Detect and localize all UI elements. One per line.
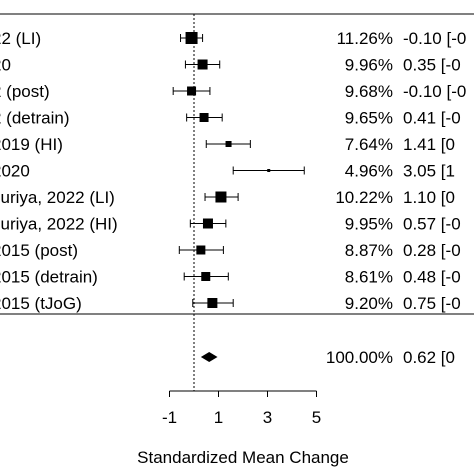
study-row: 2015 (detrain) 8.61% 0.48 [-0 xyxy=(0,268,461,287)
x-tick-label: 3 xyxy=(263,408,272,427)
study-label: 20 xyxy=(0,56,11,75)
estimate-box xyxy=(207,298,218,308)
study-label: 2015 (detrain) xyxy=(0,268,98,287)
summary-weight: 100.00% xyxy=(326,348,393,367)
study-label: 2 (post) xyxy=(0,82,50,101)
study-estimate-ci: -0.10 [-0 xyxy=(403,82,466,101)
study-label: suriya, 2022 (LI) xyxy=(0,188,115,207)
estimate-box xyxy=(267,169,271,172)
study-row: 2019 (HI) 7.64% 1.41 [0 xyxy=(0,135,455,154)
study-weight: 7.64% xyxy=(345,135,393,154)
study-row: 22 (LI) 11.26% -0.10 [-0 xyxy=(0,29,466,48)
study-label: 22 (LI) xyxy=(0,29,41,48)
study-weight: 4.96% xyxy=(345,162,393,181)
study-estimate-ci: 0.57 [-0 xyxy=(403,215,461,234)
study-estimate-ci: 1.41 [0 xyxy=(403,135,455,154)
study-estimate-ci: 0.28 [-0 xyxy=(403,241,461,260)
study-row: 2 (detrain) 9.65% 0.41 [-0 xyxy=(0,109,461,128)
study-weight: 9.20% xyxy=(345,294,393,313)
study-weight: 9.65% xyxy=(345,109,393,128)
summary-diamond xyxy=(200,352,218,362)
study-label: 2015 (post) xyxy=(0,241,78,260)
x-tick-label: 1 xyxy=(214,408,223,427)
study-weight: 8.61% xyxy=(345,268,393,287)
study-label: 2019 (HI) xyxy=(0,135,63,154)
study-estimate-ci: 0.41 [-0 xyxy=(403,109,461,128)
study-label: suriya, 2022 (HI) xyxy=(0,215,118,234)
study-estimate-ci: 1.10 [0 xyxy=(403,188,455,207)
study-weight: 11.26% xyxy=(337,29,393,48)
study-row: 2015 (post) 8.87% 0.28 [-0 xyxy=(0,241,461,260)
x-tick-label: 5 xyxy=(312,408,321,427)
x-tick-label: -1 xyxy=(162,408,177,427)
x-axis: -1 1 3 5 xyxy=(162,390,321,427)
estimate-box xyxy=(197,59,208,70)
studies-layer: 22 (LI) 11.26% -0.10 [-0 20 9.96% 0.35 [-0 2 (… xyxy=(0,29,466,313)
estimate-box xyxy=(196,245,206,255)
study-row: suriya, 2022 (HI) 9.95% 0.57 [-0 xyxy=(0,215,461,234)
study-label: 2020 xyxy=(0,162,30,181)
study-weight: 9.96% xyxy=(345,56,393,75)
estimate-box xyxy=(225,141,232,147)
study-row: suriya, 2022 (LI) 10.22% 1.10 [0 xyxy=(0,188,455,207)
study-estimate-ci: 0.48 [-0 xyxy=(403,268,461,287)
summary-layer: 100.00% 0.62 [0 xyxy=(200,348,455,367)
study-row: 20 9.96% 0.35 [-0 xyxy=(0,56,461,75)
study-weight: 8.87% xyxy=(345,241,393,260)
study-estimate-ci: 3.05 [1 xyxy=(403,162,455,181)
study-row: 2015 (tJoG) 9.20% 0.75 [-0 xyxy=(0,294,461,313)
estimate-box xyxy=(199,113,209,122)
study-estimate-ci: -0.10 [-0 xyxy=(403,29,466,48)
study-estimate-ci: 0.35 [-0 xyxy=(403,56,461,75)
estimate-box xyxy=(215,191,227,203)
study-row: 2020 4.96% 3.05 [1 xyxy=(0,162,455,181)
x-axis-label: Standardized Mean Change xyxy=(137,448,349,467)
study-weight: 9.68% xyxy=(345,82,393,101)
estimate-box xyxy=(201,272,211,281)
study-estimate-ci: 0.75 [-0 xyxy=(403,294,461,313)
estimate-box xyxy=(202,218,213,229)
study-label: 2 (detrain) xyxy=(0,109,69,128)
study-weight: 10.22% xyxy=(335,188,393,207)
study-row: 2 (post) 9.68% -0.10 [-0 xyxy=(0,82,466,101)
study-weight: 9.95% xyxy=(345,215,393,234)
estimate-box xyxy=(185,32,198,44)
study-label: 2015 (tJoG) xyxy=(0,294,82,313)
summary-estimate-ci: 0.62 [0 xyxy=(403,348,455,367)
estimate-box xyxy=(187,86,197,96)
